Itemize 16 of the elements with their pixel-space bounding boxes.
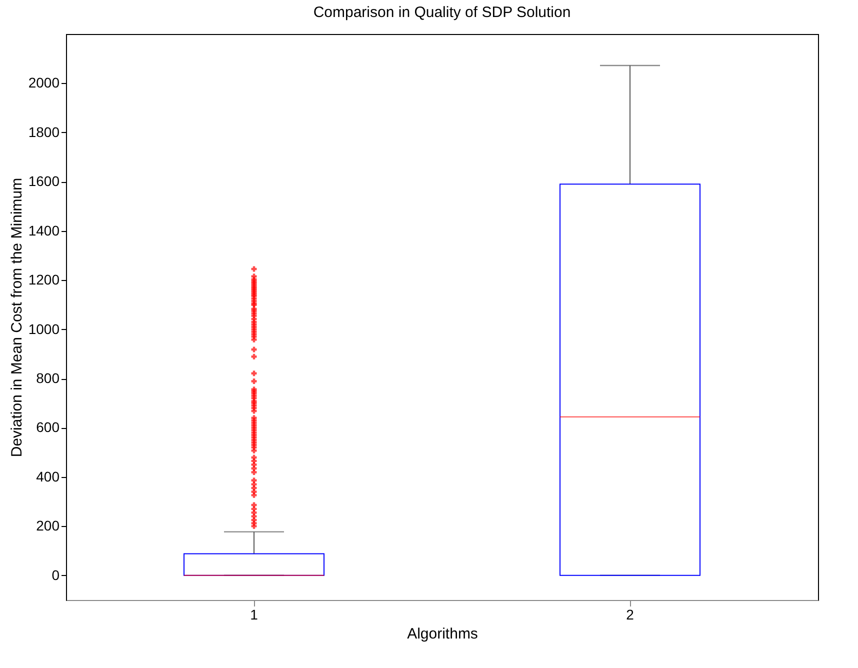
y-tick-label: 600 [36, 419, 60, 436]
y-axis-title: Deviation in Mean Cost from the Minimum [8, 178, 26, 458]
y-tick-label: 1200 [28, 272, 60, 288]
y-tick-label: 200 [36, 518, 60, 534]
y-tick-label: 800 [36, 370, 60, 386]
chart-title: Comparison in Quality of SDP Solution [313, 4, 571, 21]
x-tick-label: 1 [250, 606, 258, 622]
y-tick-label: 1400 [28, 222, 60, 238]
y-tick-label: 400 [36, 468, 60, 484]
y-tick-label: 0 [52, 566, 60, 583]
x-axis-title: Algorithms [407, 626, 478, 642]
y-tick-label: 1000 [28, 320, 60, 337]
y-tick-label: 1800 [28, 124, 60, 140]
y-tick-label: 2000 [28, 74, 60, 91]
x-tick-label: 2 [626, 606, 634, 622]
y-tick-label: 1600 [28, 173, 60, 190]
